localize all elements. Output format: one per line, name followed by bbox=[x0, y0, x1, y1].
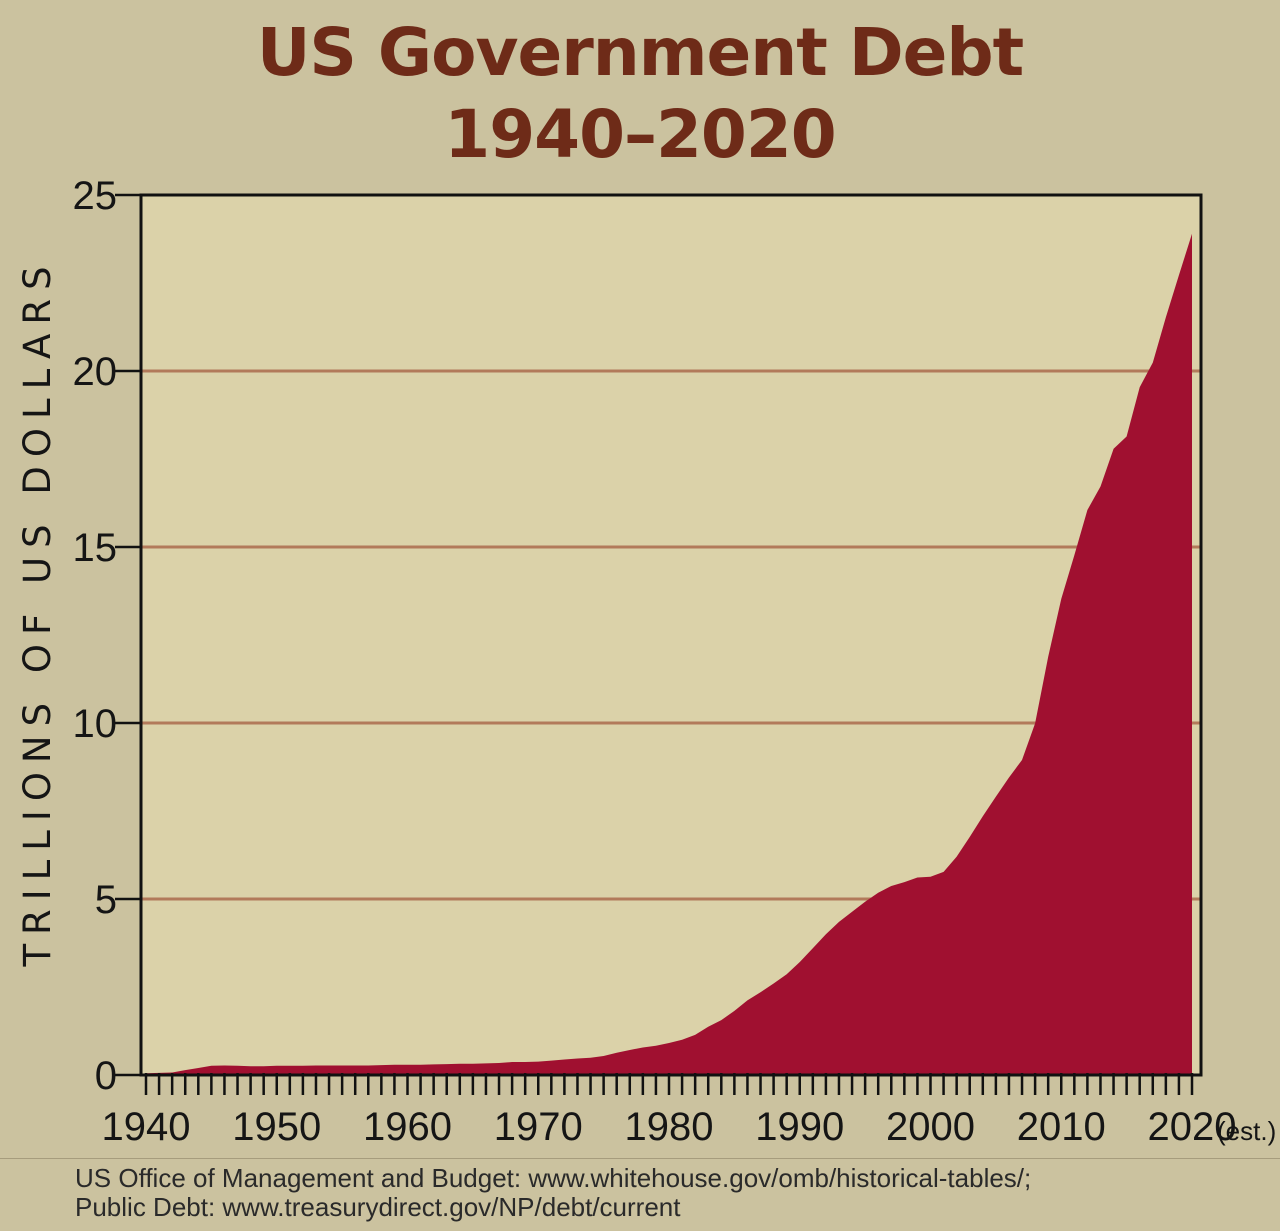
x-est-note: (est.) bbox=[1217, 1116, 1276, 1146]
y-tick-label-25: 25 bbox=[73, 174, 118, 218]
source-note: US Office of Management and Budget: www.… bbox=[75, 1164, 1255, 1222]
x-tick-label-1950: 1950 bbox=[232, 1105, 321, 1149]
debt-area bbox=[146, 233, 1192, 1075]
y-tick-label-15: 15 bbox=[73, 526, 118, 570]
x-minor-ticks bbox=[144, 1073, 1194, 1095]
y-tick-label-10: 10 bbox=[73, 702, 118, 746]
debt-area-chart: 0 5 10 15 20 25 1940 1950 1960 1970 1980 1990 2000 2… bbox=[16, 174, 1276, 1149]
x-tick-label-2020: 2020 bbox=[1148, 1105, 1237, 1149]
x-tick-label-1990: 1990 bbox=[755, 1105, 844, 1149]
x-tick-label-1960: 1960 bbox=[363, 1105, 452, 1149]
x-tick-label-2000: 2000 bbox=[886, 1105, 975, 1149]
footer-divider bbox=[0, 1158, 1280, 1159]
y-tick-label-20: 20 bbox=[73, 350, 118, 394]
x-tick-label-1980: 1980 bbox=[625, 1105, 714, 1149]
source-line-2: Public Debt: www.treasurydirect.gov/NP/d… bbox=[75, 1192, 681, 1222]
plot-frame bbox=[139, 193, 1203, 1077]
x-tick-label-1940: 1940 bbox=[102, 1105, 191, 1149]
y-tick-label-0: 0 bbox=[95, 1054, 117, 1098]
x-tick-label-1970: 1970 bbox=[494, 1105, 583, 1149]
chart-title: US Government Debt 1940–2020 bbox=[0, 12, 1280, 176]
chart-title-subtitle: 1940–2020 bbox=[444, 96, 836, 173]
x-tick-label-2010: 2010 bbox=[1017, 1105, 1106, 1149]
y-axis-label: TRILLIONS OF US DOLLARS bbox=[16, 257, 59, 967]
chart-title-main: US Government Debt bbox=[256, 14, 1024, 91]
source-line-1: US Office of Management and Budget: www.… bbox=[75, 1163, 1032, 1193]
y-tick-label-5: 5 bbox=[95, 878, 117, 922]
x-axis-ticks: 1940 1950 1960 1970 1980 1990 2000 2010 2020 bbox=[102, 1105, 1237, 1149]
y-axis-ticks: 0 5 10 15 20 25 bbox=[73, 174, 141, 1098]
